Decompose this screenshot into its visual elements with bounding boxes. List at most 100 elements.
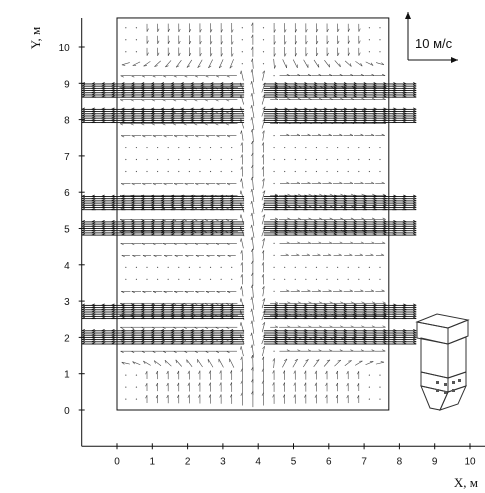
vector-head [205, 75, 209, 78]
vector-head [187, 370, 190, 374]
jet-vector-head [229, 220, 234, 223]
jet-vector-head [150, 312, 155, 315]
jet-vector-head [131, 314, 135, 317]
jet-vector-head [111, 305, 115, 308]
vector-head [204, 326, 209, 330]
vector-dot [178, 170, 180, 173]
vector-head [297, 73, 301, 76]
jet-vector-head [160, 331, 165, 334]
jet-vector-head [170, 316, 174, 319]
vector-dot [156, 170, 159, 173]
vector-dot [273, 242, 275, 244]
vector-head [272, 394, 275, 398]
vector-head [194, 243, 198, 246]
vector-head [284, 358, 288, 362]
vector-head [187, 382, 190, 386]
jet-vector-head [140, 107, 145, 110]
vector-head [240, 274, 243, 278]
vector-head [178, 28, 181, 33]
jet-vector-head [150, 194, 155, 197]
jet-vector-head [121, 335, 125, 338]
jet-vector-head [220, 310, 224, 313]
jet-vector-head [200, 307, 204, 311]
scale-label: 10 м/с [415, 36, 453, 51]
jet-vector-head [170, 207, 174, 211]
jet-vector-head [229, 82, 234, 85]
jet-vector-head [140, 120, 145, 123]
jet-vector-head [81, 90, 85, 94]
vector-head [225, 99, 230, 102]
jet-vector-head [111, 120, 115, 123]
jet-vector-head [190, 107, 194, 110]
jet-vector-head [229, 314, 234, 317]
vector-head [225, 303, 230, 306]
jet-vector-head [210, 82, 214, 85]
vector-head [145, 395, 148, 399]
jet-vector-head [200, 312, 204, 315]
jet-vector-head [190, 82, 194, 85]
jet-vector-head [170, 205, 174, 208]
jet-vector-head [91, 86, 95, 89]
velocity-vector [154, 360, 162, 367]
vector-dot [146, 146, 148, 149]
jet-vector-head [111, 228, 115, 232]
vector-head [240, 346, 242, 350]
jet-vector-head [121, 233, 125, 236]
jet-vector-head [229, 86, 234, 89]
vector-head [250, 69, 253, 73]
jet-vector-head [121, 224, 125, 227]
vector-dot [209, 170, 212, 173]
jet-vector-head [131, 107, 135, 110]
vector-head [346, 383, 349, 387]
vector-head [316, 40, 319, 45]
jet-vector-head [140, 114, 145, 117]
vector-head [350, 241, 354, 244]
vector-head [335, 370, 338, 375]
vector-head [120, 326, 124, 330]
jet-vector-head [413, 111, 417, 115]
jet-vector-head [160, 337, 165, 340]
vector-head [349, 289, 353, 292]
jet-vector-head [180, 342, 184, 345]
jet-vector-head [160, 228, 165, 232]
jet-vector-head [180, 88, 184, 91]
vector-head [142, 255, 147, 258]
jet-vector-head [180, 233, 184, 236]
vector-head [370, 62, 374, 66]
jet-vector-head [101, 331, 105, 334]
vector-head [164, 255, 168, 258]
vector-head [293, 394, 296, 398]
jet-vector-head [131, 199, 135, 202]
jet-vector-head [91, 205, 95, 208]
vector-head [358, 40, 361, 44]
jet-vector-head [140, 310, 145, 313]
velocity-vector [229, 59, 234, 69]
vector-head [152, 291, 157, 294]
jet-vector-head [413, 116, 417, 119]
vector-dot [220, 146, 222, 149]
jet-vector-head [140, 228, 145, 232]
vector-head [250, 128, 253, 133]
x-tick-label: 1 [150, 456, 156, 467]
velocity-vector [240, 298, 245, 309]
vector-head [360, 133, 364, 136]
vector-head [360, 62, 363, 67]
jet-vector-head [170, 307, 174, 311]
x-tick-label: 4 [255, 456, 261, 467]
jet-vector-head [150, 226, 155, 229]
jet-vector-head [81, 224, 85, 227]
vector-head [173, 350, 177, 353]
jet-vector-head [160, 205, 165, 208]
jet-vector-head [150, 342, 155, 345]
vector-dot [284, 158, 286, 161]
jet-vector-head [210, 107, 214, 110]
vector-head [335, 382, 338, 387]
jet-vector-head [131, 342, 135, 345]
jet-vector-head [101, 84, 105, 87]
jet-vector-head [220, 90, 224, 94]
vector-head [261, 142, 264, 146]
jet-vector-head [220, 196, 224, 200]
vector-head [162, 75, 167, 78]
vector-head [357, 395, 360, 399]
vector-head [173, 135, 178, 138]
